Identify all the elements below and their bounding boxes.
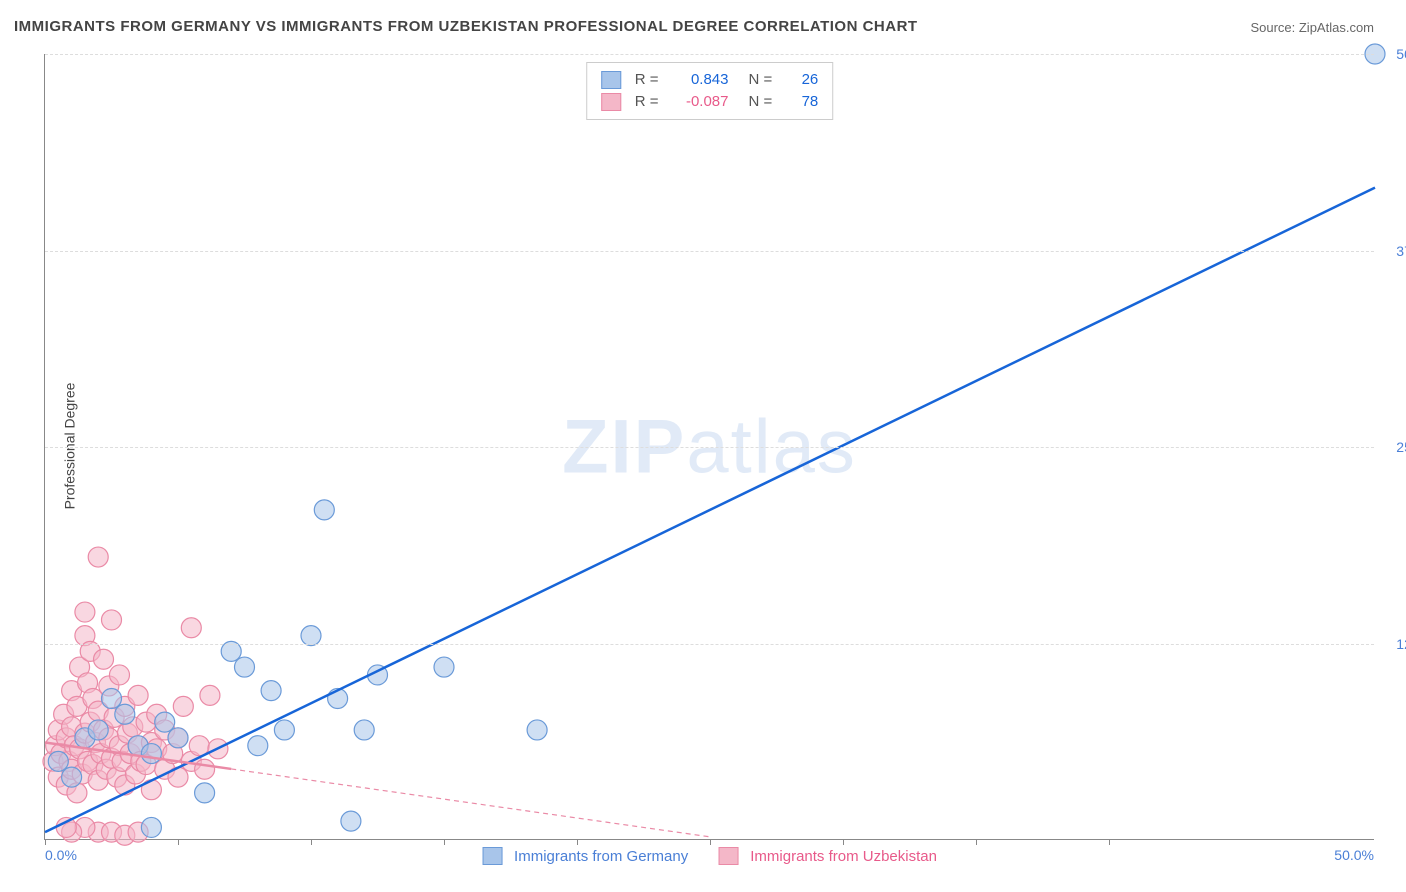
legend-r-value: 0.843	[669, 69, 729, 91]
y-tick-label: 25.0%	[1380, 439, 1406, 455]
data-point	[88, 720, 108, 740]
x-tick-mark	[843, 839, 844, 845]
data-point	[173, 696, 193, 716]
data-point	[141, 744, 161, 764]
data-point	[88, 547, 108, 567]
y-tick-label: 37.5%	[1380, 243, 1406, 259]
data-point	[155, 712, 175, 732]
legend-swatch	[601, 71, 621, 89]
legend-n-label: N =	[749, 69, 773, 91]
data-point	[181, 618, 201, 638]
chart-title: IMMIGRANTS FROM GERMANY VS IMMIGRANTS FR…	[14, 18, 918, 35]
data-point	[200, 685, 220, 705]
x-tick-mark	[178, 839, 179, 845]
data-point	[128, 685, 148, 705]
data-point	[141, 817, 161, 837]
correlation-legend: R = 0.843 N = 26 R = -0.087 N = 78	[586, 62, 834, 120]
gridline-h	[45, 447, 1374, 448]
source-attribution: Source: ZipAtlas.com	[1250, 20, 1374, 35]
y-tick-label: 12.5%	[1380, 636, 1406, 652]
data-point	[56, 817, 76, 837]
y-tick-label: 50.0%	[1380, 46, 1406, 62]
x-tick-mark	[976, 839, 977, 845]
data-point	[109, 665, 129, 685]
x-tick-mark	[710, 839, 711, 845]
data-point	[248, 736, 268, 756]
trend-line-dashed	[231, 769, 710, 837]
data-point	[235, 657, 255, 677]
series-legend-item: Immigrants from Uzbekistan	[718, 847, 937, 865]
data-point	[62, 767, 82, 787]
data-point	[94, 649, 114, 669]
data-point	[102, 610, 122, 630]
legend-n-value: 26	[782, 69, 818, 91]
data-point	[274, 720, 294, 740]
data-point	[115, 704, 135, 724]
x-tick-mark	[1109, 839, 1110, 845]
x-tick-mark	[45, 839, 46, 845]
data-point	[341, 811, 361, 831]
legend-row: R = 0.843 N = 26	[601, 69, 819, 91]
data-point	[75, 602, 95, 622]
legend-r-label: R =	[635, 69, 659, 91]
legend-n-value: 78	[782, 91, 818, 113]
x-tick-mark	[577, 839, 578, 845]
data-point	[314, 500, 334, 520]
legend-row: R = -0.087 N = 78	[601, 91, 819, 113]
legend-n-label: N =	[749, 91, 773, 113]
data-point	[354, 720, 374, 740]
data-point	[195, 783, 215, 803]
series-legend-item: Immigrants from Germany	[482, 847, 688, 865]
data-point	[261, 681, 281, 701]
x-tick-min: 0.0%	[45, 847, 77, 863]
data-point	[48, 751, 68, 771]
series-name: Immigrants from Uzbekistan	[750, 848, 937, 865]
x-tick-mark	[311, 839, 312, 845]
data-point	[195, 759, 215, 779]
x-tick-max: 50.0%	[1334, 847, 1374, 863]
data-point	[168, 728, 188, 748]
legend-swatch	[718, 847, 738, 865]
series-legend: Immigrants from Germany Immigrants from U…	[482, 847, 937, 865]
x-tick-mark	[444, 839, 445, 845]
plot-area: ZIPatlas R =0.843N =26R =-0.087N =78 0.0…	[44, 54, 1374, 840]
gridline-h	[45, 54, 1374, 55]
legend-swatch	[482, 847, 502, 865]
gridline-h	[45, 644, 1374, 645]
data-point	[434, 657, 454, 677]
series-name: Immigrants from Germany	[514, 848, 688, 865]
data-point	[527, 720, 547, 740]
trend-line	[45, 188, 1375, 833]
legend-r-label: R =	[635, 91, 659, 113]
gridline-h	[45, 251, 1374, 252]
data-point	[102, 689, 122, 709]
legend-r-value: -0.087	[669, 91, 729, 113]
legend-swatch	[601, 93, 621, 111]
